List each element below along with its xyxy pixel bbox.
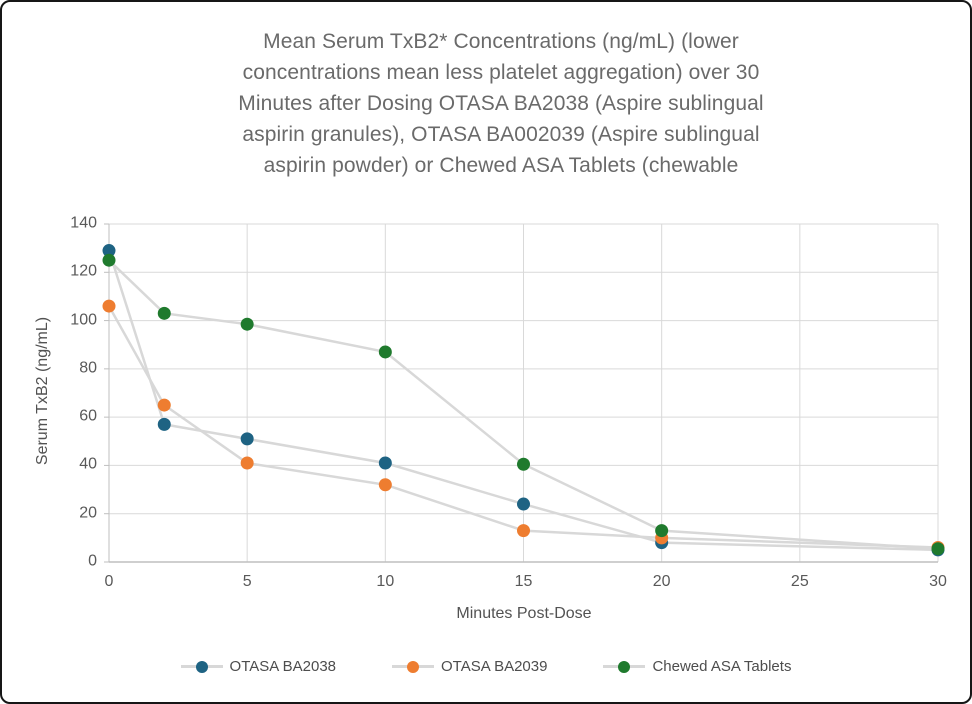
chart-title-line: aspirin powder) or Chewed ASA Tablets (c… [263,154,739,177]
chart-title-line: aspirin granules), OTASA BA002039 (Aspir… [242,123,760,146]
data-point-marker [102,253,116,267]
legend-label: OTASA BA2038 [229,658,336,675]
legend: OTASA BA2038 OTASA BA2039 Chewed ASA Table… [2,658,970,675]
legend-label: OTASA BA2039 [441,658,548,675]
data-point-marker [517,457,530,471]
legend-dot-icon [407,660,419,673]
data-point-marker [157,417,171,431]
data-point-marker [240,456,254,470]
legend-dot-icon [195,660,208,673]
data-point-marker [240,432,254,446]
data-point-marker [240,317,254,331]
chart-title-line: Mean Serum TxB2* Concentrations (ng/mL) … [263,30,739,53]
data-point-marker [931,542,945,556]
legend-item: OTASA BA2038 [180,658,336,675]
legend-item: Chewed ASA Tablets [603,658,791,675]
legend-label: Chewed ASA Tablets [652,658,792,675]
data-point-marker [378,456,392,470]
data-point-marker [655,524,669,538]
data-point-marker [517,497,530,511]
data-point-marker [378,345,392,359]
data-point-marker [378,478,392,492]
legend-item: OTASA BA2039 [392,658,547,675]
legend-line-marker-icon [392,660,434,673]
data-point-marker [102,299,116,313]
legend-line-marker-icon [180,660,223,673]
data-point-marker [157,306,171,320]
legend-dot-icon [618,660,631,673]
data-point-marker [157,398,171,412]
chart-title-line: concentrations mean less platelet aggreg… [242,61,760,84]
x-axis-label: Minutes Post-Dose [456,605,592,622]
y-axis-label: Serum TxB2 (ng/mL) [34,316,51,466]
data-point-marker [517,524,530,538]
legend-line-marker-icon [603,660,646,673]
chart-title: Mean Serum TxB2* Concentrations (ng/mL) … [47,26,955,181]
data-point-marker [102,244,116,258]
chart-title-line: Minutes after Dosing OTASA BA2038 (Aspir… [238,92,764,115]
